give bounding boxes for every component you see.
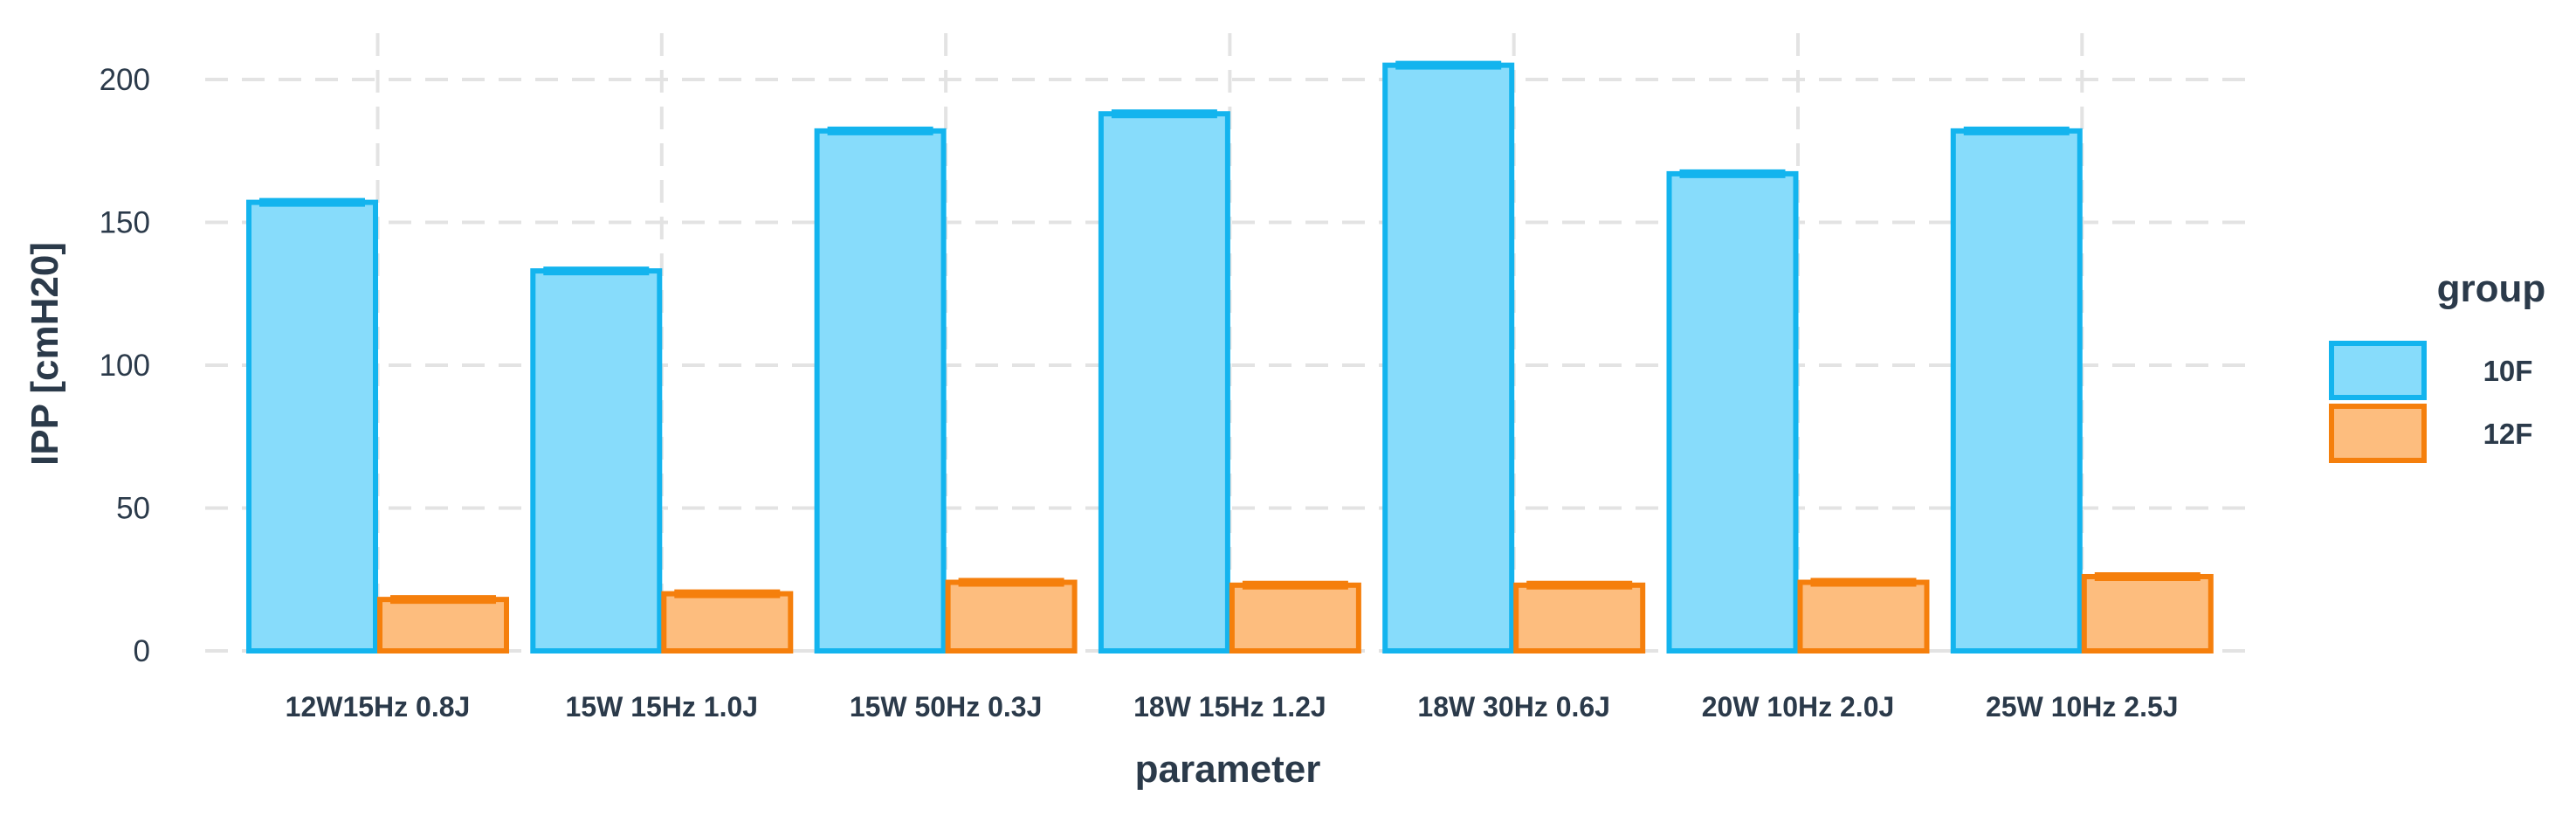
grid-lines (205, 33, 2257, 653)
legend-label-10f: 10F (2483, 355, 2533, 387)
x-axis-title: parameter (1135, 748, 1321, 791)
x-tick-label: 12W15Hz 0.8J (286, 691, 471, 723)
bar-12f-4 (1513, 582, 1646, 653)
y-axis-ticks: 0 50 100 150 200 (100, 63, 150, 668)
y-axis-title: IPP [cmH20] (24, 242, 66, 466)
y-tick-label: 200 (100, 63, 150, 97)
legend-label-12f: 12F (2483, 418, 2533, 450)
bar-12f-6 (2081, 573, 2214, 653)
bar-10f-1 (530, 268, 663, 653)
y-tick-label: 0 (134, 634, 150, 668)
bar-10f-5 (1666, 170, 1799, 654)
x-tick-label: 18W 30Hz 0.6J (1417, 691, 1610, 723)
bar-12f-2 (945, 579, 1078, 654)
x-tick-label: 20W 10Hz 2.0J (1702, 691, 1895, 723)
bar-10f-4 (1382, 62, 1515, 653)
x-axis-ticks: 12W15Hz 0.8J 15W 15Hz 1.0J 15W 50Hz 0.3J 18… (286, 691, 2179, 723)
legend-items: 10F 12F (2329, 341, 2533, 463)
legend-swatch-10f (2329, 341, 2427, 400)
y-tick-label: 50 (116, 492, 150, 526)
bar-10f-6 (1950, 128, 2083, 654)
x-tick-label: 18W 15Hz 1.2J (1133, 691, 1326, 723)
y-tick-label: 100 (100, 349, 150, 383)
legend-swatch-12f (2329, 404, 2427, 463)
bar-10f-3 (1098, 111, 1230, 654)
legend: group 10F 12F (2329, 267, 2546, 463)
bar-10f-2 (814, 128, 947, 654)
bar-12f-3 (1229, 582, 1361, 653)
x-tick-label: 25W 10Hz 2.5J (1986, 691, 2179, 723)
y-tick-label: 150 (100, 206, 150, 240)
bar-12f-0 (377, 597, 509, 654)
x-tick-label: 15W 15Hz 1.0J (566, 691, 759, 723)
bars (246, 60, 2214, 654)
legend-title: group (2437, 267, 2546, 310)
x-tick-label: 15W 50Hz 0.3J (850, 691, 1043, 723)
bar-12f-5 (1797, 579, 1930, 654)
bar-12f-1 (661, 591, 794, 653)
bar-10f-0 (246, 199, 378, 654)
